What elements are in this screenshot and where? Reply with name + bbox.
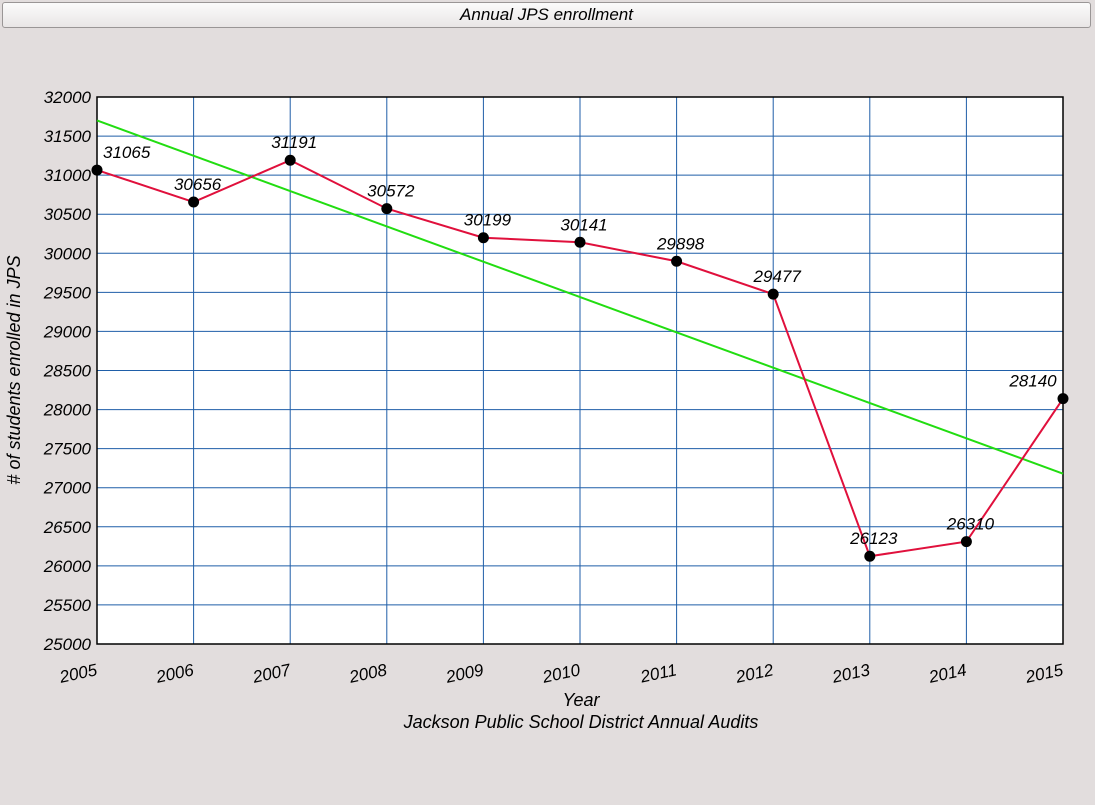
data-point: [381, 203, 393, 215]
y-tick-label: 29000: [43, 322, 92, 341]
y-tick-label: 26000: [43, 557, 92, 576]
data-label: 28140: [1008, 372, 1057, 391]
data-point: [477, 232, 489, 244]
x-tick-label: 2013: [830, 660, 872, 687]
data-label: 30199: [464, 211, 512, 230]
x-tick-label: 2006: [154, 660, 196, 687]
data-point: [767, 288, 779, 300]
data-label: 26310: [946, 515, 995, 534]
data-point: [960, 536, 972, 548]
x-tick-label: 2010: [540, 660, 582, 687]
data-point: [284, 154, 296, 166]
x-tick-label: 2008: [347, 660, 389, 687]
data-point: [671, 255, 683, 267]
x-tick-label: 2009: [443, 660, 485, 687]
y-tick-label: 30500: [44, 205, 92, 224]
data-point: [188, 196, 200, 208]
data-label: 29477: [753, 267, 802, 286]
data-point: [91, 164, 103, 176]
y-tick-label: 27000: [43, 479, 92, 498]
data-label: 30141: [560, 215, 607, 234]
data-label: 29898: [656, 234, 705, 253]
y-tick-label: 30000: [44, 244, 92, 263]
data-label: 30656: [174, 175, 222, 194]
x-tick-label: 2011: [638, 660, 679, 686]
x-tick-label: 2014: [926, 660, 968, 687]
x-tick-label: 2005: [57, 660, 99, 687]
chart-title: Annual JPS enrollment: [460, 5, 633, 24]
x-tick-label: 2015: [1023, 660, 1065, 687]
data-label: 31191: [271, 133, 317, 152]
trend-line: [96, 119, 1064, 475]
data-point: [574, 236, 586, 248]
chart-title-bar: Annual JPS enrollment: [2, 2, 1091, 28]
y-tick-label: 26500: [43, 518, 92, 537]
y-tick-label: 31000: [44, 166, 92, 185]
data-label: 30572: [367, 182, 415, 201]
y-tick-label: 25500: [43, 596, 92, 615]
data-label: 31065: [103, 143, 151, 162]
y-tick-label: 29500: [43, 283, 92, 302]
x-axis-title: Year: [562, 690, 600, 710]
data-point: [1057, 393, 1069, 405]
y-tick-label: 28500: [43, 362, 92, 381]
y-axis-title: # of students enrolled in JPS: [4, 255, 24, 484]
plot-area: 25000 25500 26000 26500 27000 27500 28000 28500…: [43, 88, 1069, 687]
y-tick-label: 31500: [44, 127, 92, 146]
x-tick-label: 2007: [250, 660, 292, 687]
y-tick-label: 27500: [43, 440, 92, 459]
data-label: 26123: [849, 529, 898, 548]
y-tick-label: 28000: [43, 401, 92, 420]
data-point: [864, 550, 876, 562]
x-tick-label: 2012: [733, 660, 775, 687]
x-axis-subtitle: Jackson Public School District Annual Au…: [403, 712, 759, 732]
y-tick-label: 25000: [43, 635, 92, 654]
plot-frame: [96, 96, 1064, 645]
y-tick-label: 32000: [44, 88, 92, 107]
